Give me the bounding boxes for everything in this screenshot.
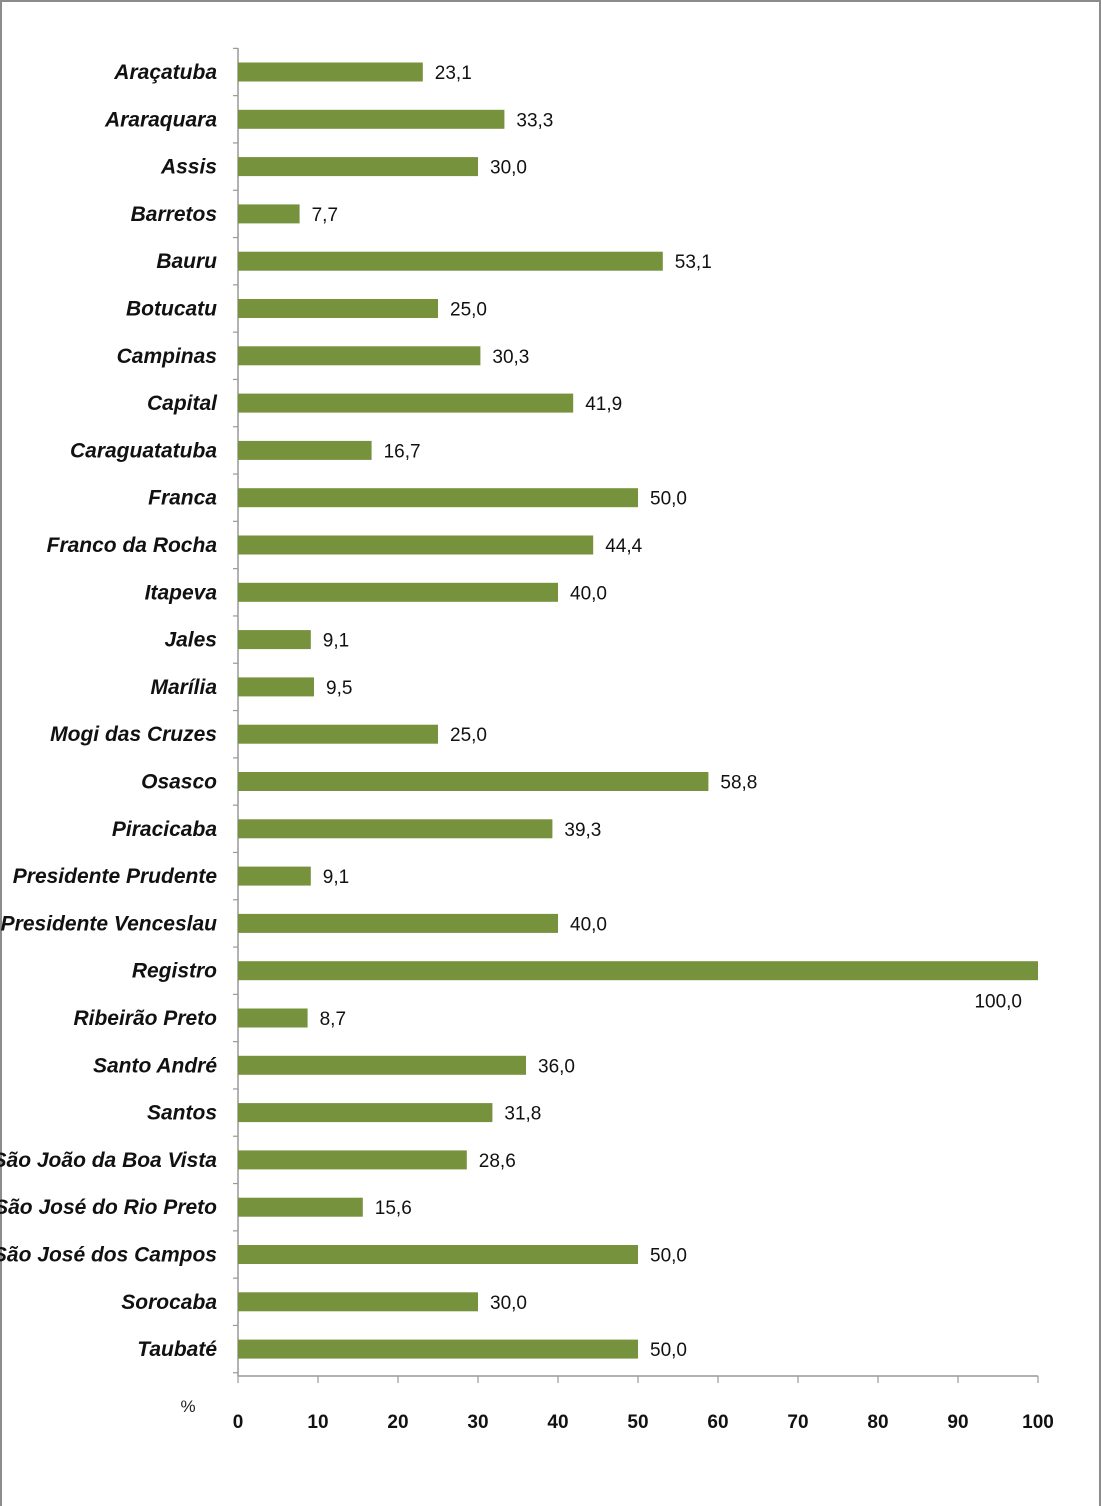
bar (238, 819, 553, 839)
data-label: 30,0 (490, 1293, 527, 1314)
data-label: 41,9 (585, 394, 622, 415)
data-label: 40,0 (570, 583, 607, 604)
x-tick-label: 30 (467, 1412, 488, 1433)
category-label: Presidente Venceslau (1, 912, 217, 935)
category-label: Barretos (131, 203, 217, 226)
data-label: 44,4 (605, 536, 642, 557)
category-label: Ribeirão Preto (73, 1007, 217, 1030)
x-tick-label: 50 (627, 1412, 648, 1433)
bar (238, 62, 423, 82)
bar (238, 961, 1038, 981)
bar (238, 440, 372, 460)
bar (238, 251, 663, 271)
data-label: 39,3 (564, 820, 601, 841)
data-label: 8,7 (320, 1009, 346, 1030)
category-label: Jales (164, 629, 217, 652)
category-label: Santo André (93, 1054, 217, 1077)
data-label: 40,0 (570, 914, 607, 935)
data-label: 28,6 (479, 1151, 516, 1172)
bar (238, 724, 438, 744)
data-label: 50,0 (650, 489, 687, 510)
category-label: Itapeva (145, 581, 218, 604)
bar (238, 393, 574, 413)
data-label: 9,1 (323, 867, 349, 888)
category-label: Mogi das Cruzes (50, 723, 217, 746)
bar (238, 535, 594, 555)
unit-label: % (180, 1397, 195, 1416)
category-label: São José do Rio Preto (0, 1196, 217, 1219)
category-label: Franca (148, 487, 217, 510)
bar (238, 346, 481, 366)
category-label: Franco da Rocha (47, 534, 218, 557)
data-label: 31,8 (504, 1104, 541, 1125)
bar (238, 109, 505, 129)
category-label: Botucatu (126, 298, 217, 321)
x-tick-label: 80 (867, 1412, 888, 1433)
bar (238, 1339, 638, 1359)
data-label: 53,1 (675, 252, 712, 273)
category-label: Sorocaba (121, 1291, 217, 1314)
x-tick-label: 60 (707, 1412, 728, 1433)
category-label: Piracicaba (112, 818, 217, 841)
bar (238, 630, 311, 650)
data-label: 23,1 (435, 63, 472, 84)
bar (238, 488, 638, 508)
x-tick-label: 90 (947, 1412, 968, 1433)
data-label: 16,7 (384, 441, 421, 462)
x-tick-label: 40 (547, 1412, 568, 1433)
data-label: 7,7 (312, 205, 338, 226)
bar (238, 299, 438, 318)
bar (238, 1008, 308, 1028)
data-label: 15,6 (375, 1198, 412, 1219)
bar (238, 1150, 467, 1170)
category-label: Araçatuba (113, 61, 217, 84)
category-label: São João da Boa Vista (0, 1149, 217, 1172)
x-tick-label: 10 (307, 1412, 328, 1433)
x-tick-label: 0 (233, 1412, 244, 1433)
category-label: Registro (132, 960, 217, 983)
bar (238, 1055, 526, 1075)
x-tick-label: 20 (387, 1412, 408, 1433)
data-label: 50,0 (650, 1340, 687, 1361)
bar (238, 157, 478, 177)
bar (238, 677, 314, 697)
data-label: 36,0 (538, 1056, 575, 1077)
bar (238, 1292, 478, 1312)
bar (238, 1103, 493, 1123)
category-label: Bauru (156, 250, 217, 273)
data-label: 30,3 (492, 347, 529, 368)
bar (238, 1197, 363, 1217)
category-label: Santos (147, 1102, 217, 1125)
data-label: 33,3 (516, 110, 553, 131)
category-label: Marília (150, 676, 217, 699)
category-label: Osasco (141, 771, 217, 794)
data-label: 25,0 (450, 725, 487, 746)
bar (238, 866, 311, 886)
data-label: 25,0 (450, 300, 487, 321)
bar (238, 772, 709, 791)
data-label: 9,5 (326, 678, 352, 699)
data-label: 100,0 (974, 992, 1022, 1013)
category-label: Capital (147, 392, 218, 415)
data-label: 58,8 (720, 773, 757, 794)
category-label: Presidente Prudente (13, 865, 218, 888)
data-label: 50,0 (650, 1246, 687, 1267)
category-label: Caraguatatuba (70, 439, 217, 462)
category-label: Assis (160, 156, 217, 179)
category-label: Campinas (117, 345, 217, 368)
category-label: São José dos Campos (0, 1244, 217, 1267)
bar (238, 204, 300, 224)
data-label: 9,1 (323, 631, 349, 652)
category-label: Araraquara (104, 108, 217, 131)
bar (238, 582, 558, 602)
bar (238, 913, 558, 933)
x-tick-label: 100 (1022, 1412, 1054, 1433)
x-tick-label: 70 (787, 1412, 808, 1433)
bar (238, 1245, 638, 1264)
category-label: Taubaté (137, 1338, 217, 1361)
data-label: 30,0 (490, 158, 527, 179)
